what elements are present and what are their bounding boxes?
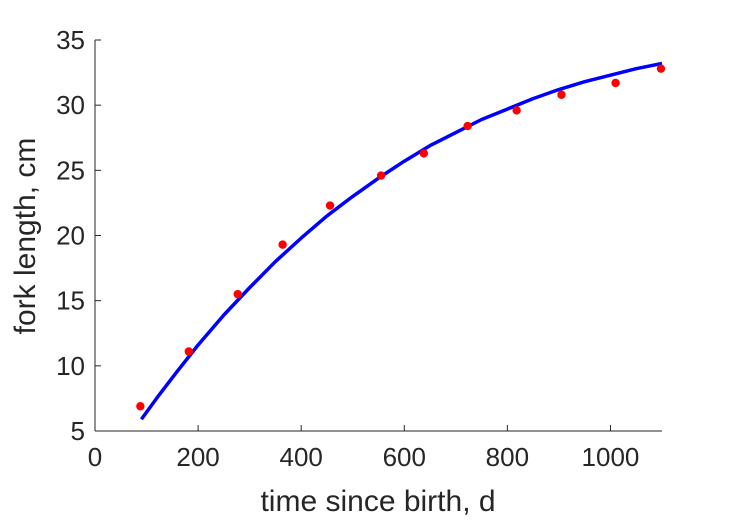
y-tick-label: 25 — [56, 155, 85, 185]
x-axis-label: time since birth, d — [260, 485, 495, 518]
data-point — [463, 121, 472, 131]
x-ticks: 0 200 400 600 800 1000 — [88, 425, 640, 472]
y-tick-label: 15 — [56, 286, 85, 316]
axes — [94, 40, 662, 432]
x-tick-label: 400 — [279, 442, 322, 472]
x-tick-label: 800 — [486, 442, 529, 472]
y-tick-label: 20 — [56, 221, 85, 251]
y-axis-label: fork length, cm — [9, 138, 42, 335]
y-tick-label: 10 — [56, 351, 85, 381]
data-point — [611, 78, 620, 88]
data-point — [557, 90, 566, 99]
data-point — [656, 64, 666, 73]
data-point — [325, 201, 335, 210]
data-point — [184, 347, 194, 356]
series-layer — [136, 61, 666, 421]
x-tick-label: 1000 — [582, 442, 640, 472]
data-point — [278, 240, 287, 249]
data-point — [376, 171, 386, 180]
data-point — [419, 149, 429, 158]
x-tick-label: 200 — [176, 442, 219, 472]
y-tick-label: 5 — [71, 416, 85, 446]
x-tick-label: 600 — [383, 442, 426, 472]
data-point — [512, 106, 521, 115]
data-point — [136, 402, 145, 411]
fit-curve-line — [139, 61, 663, 421]
y-tick-label: 35 — [56, 25, 85, 55]
y-ticks: 5 10 15 20 25 30 35 — [56, 25, 101, 446]
data-point — [233, 289, 242, 299]
x-tick-label: 0 — [88, 442, 102, 472]
y-tick-label: 30 — [56, 90, 85, 120]
